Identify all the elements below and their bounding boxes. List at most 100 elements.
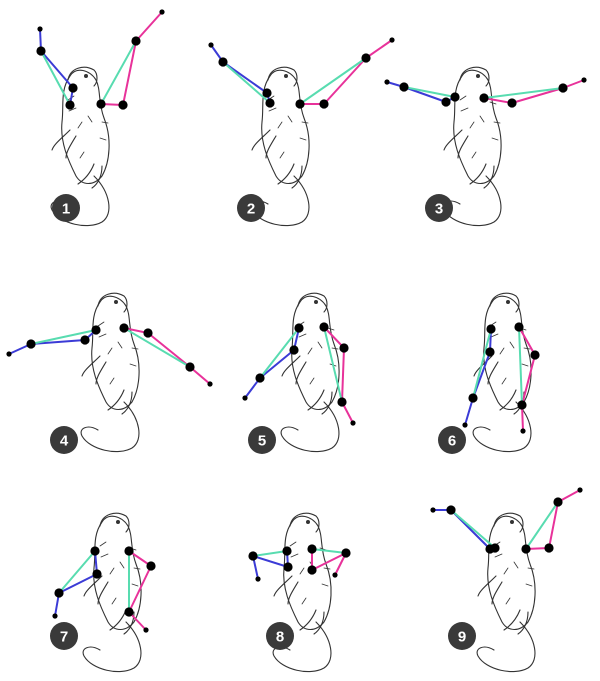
sketch-fur [109, 567, 115, 575]
pose-panel-1: 1 [36, 9, 165, 227]
sketch-fur [493, 121, 501, 124]
sketch-fur [479, 115, 485, 123]
sketch-leg [313, 611, 325, 635]
sketch-tail [82, 621, 142, 673]
sketch-fur [469, 121, 475, 129]
left-joint-0 [255, 576, 261, 582]
sketch-fur [459, 95, 467, 101]
pose-panel-4: 4 [6, 292, 213, 454]
left-joint-0 [208, 42, 214, 48]
sketch-fur [489, 101, 497, 105]
sketch-leg [321, 391, 333, 415]
sketch-fur [68, 107, 77, 112]
right-joint-0 [143, 627, 149, 633]
sketch-fur [490, 333, 499, 338]
sketch-eye [84, 74, 88, 78]
left-cross-link [259, 327, 300, 379]
right-joint-3 [514, 322, 524, 332]
sketch-fur [290, 553, 299, 558]
left-joint-3 [90, 546, 100, 556]
right-cross-link [518, 326, 523, 406]
panel-number-badge: 9 [448, 622, 476, 650]
left-joint-0 [6, 351, 12, 357]
sketch-fur [119, 561, 125, 569]
left-joint-3 [282, 546, 292, 556]
right-tip-segment [365, 39, 393, 59]
right-cross-link [323, 326, 343, 403]
right-joint-3 [295, 99, 305, 109]
sketch-fur [503, 567, 509, 575]
sketch-body [453, 69, 502, 185]
sketch-leg [457, 135, 469, 159]
sketch-tail [472, 401, 532, 453]
sketch-fur [309, 377, 315, 385]
sketch-fur [277, 121, 283, 129]
panel-number-badge: 8 [266, 622, 294, 650]
sketch-leg [123, 611, 135, 635]
skeleton-links [210, 39, 393, 105]
skeleton-joints [430, 487, 583, 554]
right-joint-0 [520, 428, 526, 434]
sketch-leg [299, 609, 317, 631]
right-base-segment [483, 97, 513, 104]
right-joint-3 [96, 99, 106, 109]
sketch-fur [505, 597, 511, 605]
sketch-body [61, 69, 110, 185]
pose-panel-7: 7 [50, 512, 156, 673]
left-joint-1 [36, 46, 46, 56]
sketch-head [289, 512, 320, 533]
right-mid-segment [548, 501, 559, 549]
left-joint-1 [255, 373, 265, 383]
right-joint-3 [119, 323, 129, 333]
panel-number-badge: 1 [52, 194, 80, 222]
sketch-fur [527, 567, 535, 570]
right-joint-2 [307, 565, 317, 575]
panel-number: 4 [60, 433, 69, 450]
skeleton-links [252, 548, 347, 580]
skeleton-joints [248, 544, 351, 582]
left-joint-1 [218, 57, 228, 67]
left-joint-1 [54, 588, 64, 598]
panel-number: 2 [247, 201, 255, 218]
sketch-fur [100, 553, 109, 558]
left-mid-segment [58, 573, 98, 594]
right-joint-1 [185, 362, 195, 372]
left-cross-link [30, 329, 97, 345]
right-joint-0 [159, 9, 165, 15]
left-joint-3 [265, 98, 275, 108]
sketch-fur [97, 321, 105, 327]
right-mid-segment [323, 57, 367, 105]
sketch-fur [87, 115, 93, 123]
left-joint-0 [37, 26, 43, 32]
badge-circle [425, 194, 453, 222]
right-tip-segment [135, 11, 163, 42]
sketch-eye [510, 520, 514, 524]
skeleton-joints [384, 77, 587, 108]
sketch-head [97, 292, 128, 313]
right-mid-segment [128, 565, 152, 613]
left-joint-3 [450, 92, 460, 102]
sketch-eye [506, 300, 510, 304]
panel-number: 9 [458, 629, 466, 646]
left-tip-segment [464, 397, 474, 426]
right-joint-1 [517, 400, 527, 410]
skeleton-links [386, 79, 585, 104]
pose-panel-9: 9 [430, 487, 583, 673]
sketch-fur [289, 541, 297, 547]
sketch-fur [301, 597, 307, 605]
sketch-eye [284, 74, 288, 78]
badge-circle [266, 622, 294, 650]
left-joint-1 [399, 82, 409, 92]
left-joint-2 [441, 97, 451, 107]
right-joint-1 [553, 497, 563, 507]
panel-number: 8 [276, 629, 284, 646]
sketch-leg [499, 389, 517, 411]
left-joint-3 [91, 325, 101, 335]
right-cross-link [100, 40, 137, 105]
left-joint-3 [294, 323, 304, 333]
right-joint-1 [131, 36, 141, 46]
right-base-segment [518, 326, 536, 356]
right-joint-2 [143, 328, 153, 338]
left-mid-segment [403, 86, 447, 103]
right-mid-segment [511, 87, 564, 104]
